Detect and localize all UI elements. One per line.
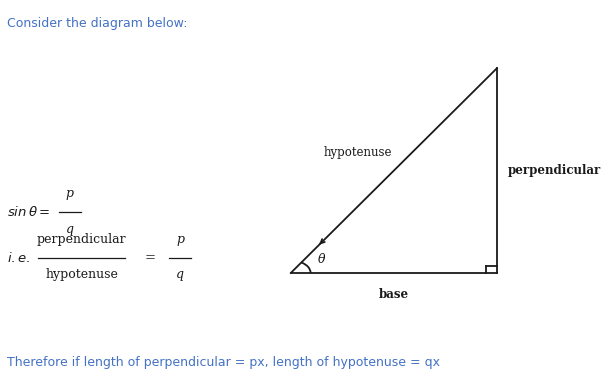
Text: p: p [65, 187, 74, 200]
Text: $\mathit{sin}\,\theta=$: $\mathit{sin}\,\theta=$ [7, 205, 51, 219]
Text: hypotenuse: hypotenuse [45, 268, 118, 281]
Text: p: p [176, 233, 184, 246]
Text: $\mathit{i.e.}$: $\mathit{i.e.}$ [7, 251, 31, 265]
Text: base: base [379, 288, 409, 301]
Text: Therefore if length of perpendicular = px, length of hypotenuse = qx: Therefore if length of perpendicular = p… [7, 356, 441, 369]
Text: perpendicular: perpendicular [37, 233, 127, 246]
Text: q: q [176, 268, 184, 281]
Text: perpendicular: perpendicular [508, 164, 601, 177]
Text: hypotenuse: hypotenuse [323, 146, 392, 159]
Text: Consider the diagram below:: Consider the diagram below: [7, 17, 188, 30]
Text: =: = [144, 251, 155, 264]
Text: q: q [65, 223, 74, 236]
Text: θ: θ [318, 253, 325, 266]
